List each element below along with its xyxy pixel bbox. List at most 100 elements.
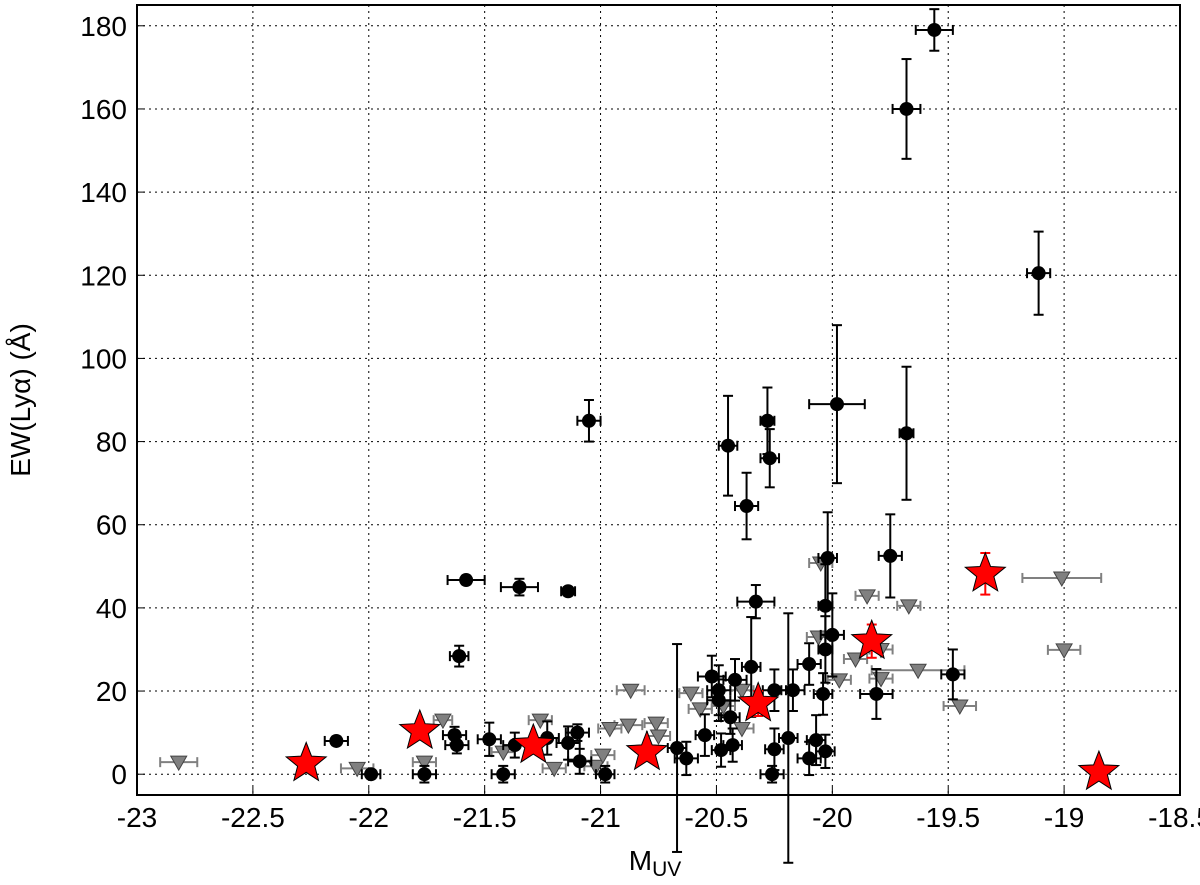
upper-limit-point: [682, 686, 700, 703]
x-tick-label: -19: [1044, 802, 1084, 833]
point: [869, 686, 884, 701]
point: [561, 584, 576, 599]
y-tick-label: 0: [111, 759, 127, 790]
point: [721, 438, 736, 453]
upper-limit-point: [415, 755, 434, 772]
upper-limit-point: [858, 589, 876, 605]
point: [781, 731, 796, 746]
point: [883, 548, 898, 563]
point: [818, 744, 833, 759]
point: [1031, 266, 1046, 281]
upper-limit-point: [649, 729, 668, 745]
point: [496, 767, 511, 782]
upper-limit-point: [691, 702, 710, 718]
upper-limit-point: [647, 716, 666, 733]
x-tick-label: -22.5: [221, 802, 285, 833]
x-tick-label: -20.5: [685, 802, 749, 833]
y-tick-label: 160: [80, 94, 127, 125]
y-axis-label: EW(Lyα) (Å): [5, 323, 36, 477]
y-tick-label: 40: [96, 593, 127, 624]
point: [570, 725, 585, 740]
point: [364, 767, 379, 782]
y-tick-label: 20: [96, 676, 127, 707]
point: [417, 767, 432, 782]
upper-limit-point: [621, 683, 640, 700]
y-tick-label: 80: [96, 427, 127, 458]
point: [739, 499, 754, 514]
star-point: [850, 618, 894, 660]
upper-limit-point: [950, 699, 969, 716]
point: [449, 738, 464, 753]
x-tick-label: -20: [812, 802, 852, 833]
star-point: [284, 741, 328, 782]
x-tick-label: -19.5: [916, 802, 980, 833]
y-tick-label: 180: [80, 11, 127, 42]
x-tick-label: -18.5: [1148, 802, 1200, 833]
point: [760, 413, 775, 428]
x-tick-label: -21: [580, 802, 620, 833]
upper-limit-point: [909, 663, 927, 680]
point: [762, 451, 777, 466]
point: [725, 738, 740, 753]
point: [561, 736, 576, 751]
star-point: [736, 681, 780, 722]
point: [767, 742, 782, 757]
point: [927, 22, 942, 37]
point: [679, 751, 694, 766]
point: [899, 101, 914, 116]
star-point: [1077, 749, 1121, 791]
y-tick-label: 100: [80, 343, 127, 374]
upper-limit-point: [434, 713, 452, 730]
point: [825, 627, 840, 642]
star-point: [625, 729, 669, 771]
point: [581, 413, 596, 428]
star-point: [963, 551, 1007, 592]
upper-limit-point: [594, 748, 612, 765]
point: [723, 710, 738, 725]
upper-limit-point: [733, 683, 751, 700]
point: [829, 397, 844, 412]
star-point: [398, 708, 442, 750]
point: [452, 649, 467, 664]
star-point: [512, 722, 555, 764]
point: [818, 598, 833, 613]
point: [818, 642, 833, 657]
point: [697, 728, 712, 743]
upper-limit-point: [169, 755, 188, 772]
point: [899, 426, 914, 441]
point: [767, 683, 782, 698]
point: [459, 573, 474, 588]
point: [802, 751, 817, 766]
point: [820, 551, 835, 565]
y-tick-label: 120: [80, 260, 127, 291]
point: [512, 580, 527, 595]
point: [670, 741, 685, 756]
point: [809, 733, 824, 748]
x-tick-label: -23: [117, 802, 157, 833]
point: [329, 733, 344, 748]
point: [748, 594, 763, 609]
upper-limit-point: [733, 721, 751, 738]
y-tick-label: 140: [80, 177, 127, 208]
upper-limit-point: [1055, 643, 1073, 659]
point: [572, 754, 587, 769]
point: [765, 767, 780, 782]
point: [714, 743, 729, 758]
point: [744, 659, 759, 674]
point: [785, 683, 800, 698]
x-axis-label-sub: UV: [652, 858, 681, 880]
point: [945, 667, 960, 682]
plot-frame: [136, 4, 1181, 796]
upper-limit-point: [1052, 571, 1071, 587]
x-axis-label-main: M: [629, 845, 652, 876]
upper-limit-point: [600, 721, 619, 738]
x-axis-label: MUV: [629, 845, 682, 880]
point: [727, 672, 742, 687]
upper-limit-point: [545, 761, 564, 778]
x-tick-label: -21.5: [453, 802, 517, 833]
point: [802, 657, 817, 672]
upper-limit-point: [899, 599, 918, 615]
point: [816, 686, 831, 701]
point: [482, 732, 497, 747]
